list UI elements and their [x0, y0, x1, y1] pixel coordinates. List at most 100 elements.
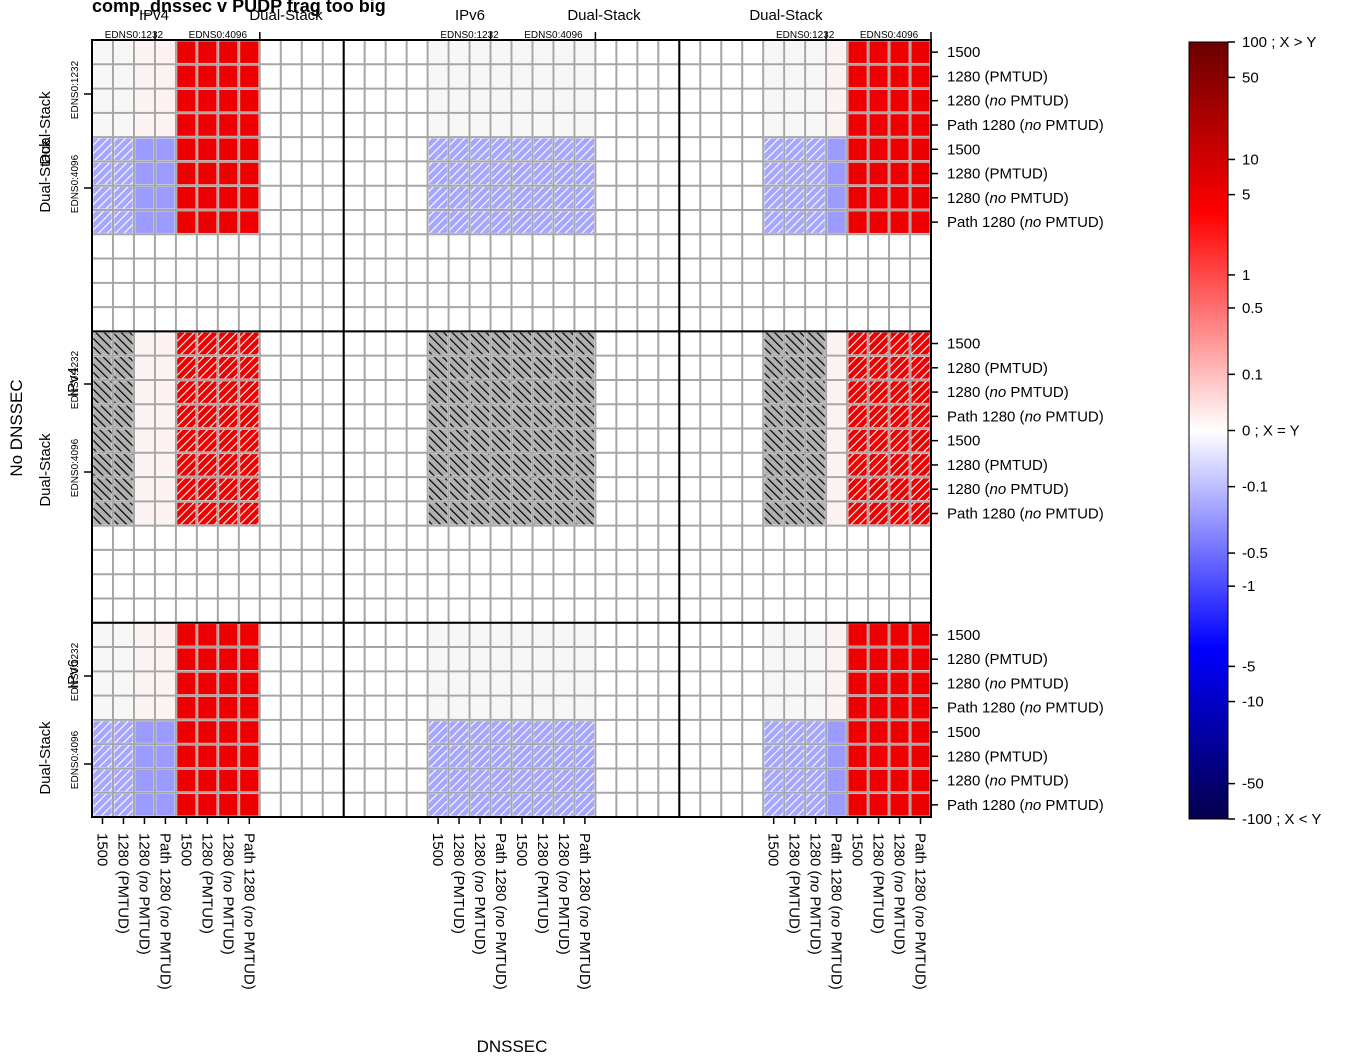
heatmap-cell — [911, 211, 930, 233]
heatmap-cell — [848, 138, 867, 161]
row-block-label: 1280 (no PMTUD) — [947, 384, 1069, 401]
heatmap-cell — [219, 721, 238, 743]
heatmap-cell — [177, 162, 196, 185]
heatmap-cell — [240, 65, 259, 88]
heatmap-cell-hatch — [470, 769, 490, 792]
heatmap-cell-hatch — [449, 696, 469, 719]
heatmap-cell — [135, 696, 154, 719]
heatmap-cell-hatch — [764, 41, 783, 63]
heatmap-cell — [135, 502, 154, 525]
heatmap-cell-hatch — [114, 89, 133, 112]
heatmap-cell — [177, 624, 196, 646]
label-part: Path 1280 ( — [947, 214, 1025, 231]
heatmap-cell-hatch — [470, 89, 490, 112]
heatmap-cell-hatch — [512, 454, 532, 476]
heatmap-cell — [869, 138, 888, 161]
row-edns-label: EDNS0:4096 — [70, 730, 81, 789]
chart-title: comp_dnssec v PUDP frag too big — [92, 0, 386, 16]
heatmap-cell — [198, 211, 217, 233]
column-block-label: 1280 (no PMTUD) — [471, 833, 488, 955]
heatmap-cell — [890, 89, 909, 112]
label-part: PMTUD) — [492, 927, 509, 990]
heatmap-cell — [827, 186, 846, 209]
heatmap-cell — [156, 648, 175, 671]
column-headers: IPv4 Dual-Stack IPv6 Dual-Stack Dual-StackED… — [105, 7, 932, 41]
heatmap-cell-hatch — [470, 696, 490, 719]
heatmap-cell-hatch — [428, 769, 448, 792]
heatmap-cell-hatch — [470, 721, 490, 743]
heatmap-cell-hatch — [764, 356, 783, 379]
heatmap-cell-hatch — [785, 114, 804, 136]
colorbar-tick-label: 10 — [1242, 151, 1259, 168]
heatmap-cell-hatch — [764, 454, 783, 476]
heatmap-cell — [827, 381, 846, 403]
heatmap-cell — [156, 454, 175, 476]
column-group-label: IPv6 — [455, 7, 485, 24]
heatmap-cell-hatch — [428, 794, 448, 816]
heatmap-cell — [869, 794, 888, 816]
heatmap-cell-hatch — [93, 696, 112, 719]
heatmap-cell-hatch — [848, 502, 867, 525]
heatmap-cell-hatch — [785, 356, 804, 379]
column-group-label: Dual-Stack — [749, 7, 823, 24]
heatmap-cell — [156, 794, 175, 816]
italic-word: no — [990, 93, 1007, 110]
label-part: PMTUD) — [807, 892, 824, 955]
heatmap-cell — [890, 162, 909, 185]
heatmap-cell-hatch — [554, 624, 574, 646]
heatmap-cell-hatch — [554, 454, 574, 476]
label-part: PMTUD) — [156, 927, 173, 990]
column-group-label: IPv4 — [139, 7, 169, 24]
heatmap-cell-hatch — [764, 648, 783, 671]
heatmap-cell-hatch — [533, 162, 553, 185]
heatmap-cell — [156, 429, 175, 452]
heatmap-cell-hatch — [575, 211, 595, 233]
heatmap-cell — [135, 41, 154, 63]
heatmap-cell-hatch — [869, 454, 888, 476]
label-part: PMTUD) — [1006, 384, 1069, 401]
heatmap-cell-hatch — [869, 381, 888, 403]
heatmap-cell-hatch — [806, 502, 825, 525]
heatmap-cell — [198, 162, 217, 185]
heatmap-cell-hatch — [764, 696, 783, 719]
label-part: 1280 ( — [471, 833, 488, 876]
label-part: 1280 ( — [555, 833, 572, 876]
heatmap-cell-hatch — [449, 186, 469, 209]
row-edns-label: EDNS0:1232 — [70, 60, 81, 119]
heatmap-cell-hatch — [93, 429, 112, 452]
column-edns-label: EDNS0:4096 — [189, 30, 248, 41]
label-part: PMTUD) — [576, 927, 593, 990]
grid-lines — [91, 39, 932, 818]
heatmap-cell — [911, 186, 930, 209]
heatmap-cell — [156, 356, 175, 379]
colorbar-tick-label: 5 — [1242, 187, 1250, 204]
label-part: Path 1280 ( — [947, 700, 1025, 717]
heatmap-cell — [848, 648, 867, 671]
row-edns-label: EDNS0:4096 — [70, 438, 81, 497]
row-block-label: 1500 — [947, 141, 980, 158]
heatmap-cell-hatch — [449, 502, 469, 525]
heatmap-cell — [198, 65, 217, 88]
heatmap-cell — [240, 745, 259, 768]
heatmap-cell — [219, 65, 238, 88]
heatmap-cell-hatch — [533, 696, 553, 719]
heatmap-cell — [848, 745, 867, 768]
heatmap-cell-hatch — [491, 745, 511, 768]
heatmap-cell-hatch — [470, 114, 490, 136]
heatmap-cell-hatch — [806, 478, 825, 501]
heatmap-cell-hatch — [512, 429, 532, 452]
heatmap-cell-hatch — [114, 41, 133, 63]
heatmap-cell — [156, 89, 175, 112]
row-block-label: 1500 — [947, 627, 980, 644]
heatmap-cell — [135, 745, 154, 768]
heatmap-cell-hatch — [428, 624, 448, 646]
heatmap-cell — [240, 138, 259, 161]
heatmap-cell-hatch — [491, 186, 511, 209]
heatmap-cell — [911, 769, 930, 792]
column-block-label: 1280 (PMTUD) — [114, 833, 131, 934]
label-part: 1280 ( — [891, 833, 908, 876]
heatmap-cell-hatch — [554, 138, 574, 161]
heatmap-cell-hatch — [512, 769, 532, 792]
heatmap-cell-hatch — [470, 478, 490, 501]
heatmap-cell-hatch — [512, 624, 532, 646]
